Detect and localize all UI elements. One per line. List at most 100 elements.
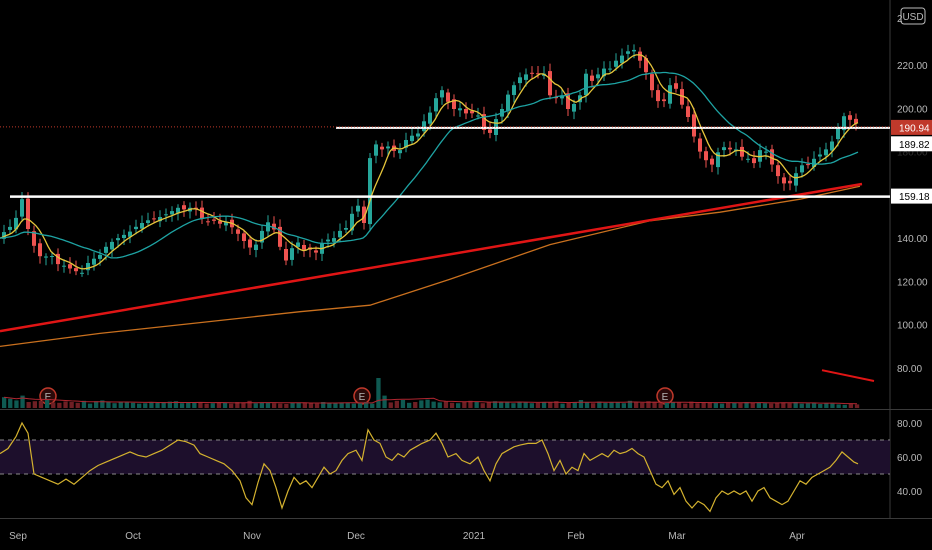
candle-body [644,58,648,73]
volume-bar [357,403,363,408]
earnings-marker[interactable]: E [656,387,674,405]
volume-bar [738,403,743,408]
price-tag-159.18[interactable]: 159.18 [891,188,932,204]
price-tag-190.94[interactable]: 190.94 [891,119,932,135]
volume-bar [695,403,700,408]
price-tag-text: 189.82 [899,140,930,151]
candle-body [104,246,108,253]
volume-bar [707,402,712,408]
candle-body [404,140,408,148]
candle-body [368,158,372,225]
volume-bar [63,401,68,408]
candle-body [686,106,690,117]
volume-bar [670,402,676,408]
candle-body [470,111,474,114]
earnings-marker[interactable]: E [353,387,371,405]
candle-body [716,152,720,168]
candle-body [848,115,852,120]
volume-bar [541,402,547,408]
candle-body [386,146,390,149]
volume-bar [321,402,326,408]
volume-bar [719,403,725,408]
volume-bar [437,402,442,408]
volume-bar [314,403,320,408]
candle-body [782,177,786,184]
volume-bar [339,402,344,408]
currency-button[interactable]: USD [900,7,926,25]
candle-body [338,230,342,238]
volume-bar [499,402,504,408]
volume-bar [535,402,541,408]
candle-body [332,238,336,242]
price-axis[interactable]: 220.00 200.00 140.00 120.00 100.00 80.00 2 180.… [891,14,932,498]
candle-body [440,90,444,98]
candle-body [488,129,492,133]
ma-orange-line [0,185,861,348]
candle-body [524,74,528,80]
candle-body [416,133,420,137]
volume-bar [87,403,93,408]
volume-bar [327,402,332,408]
volume-bar [805,403,811,408]
volume-bar [572,402,577,408]
candle-body [356,205,360,212]
candle-body [158,217,162,222]
price-tag-189.82[interactable]: 189.82 [891,136,932,152]
candle-body [80,272,84,274]
rsi-tick-label: 80.00 [897,419,922,430]
volume-bar [664,402,669,408]
volume-bar [775,402,780,408]
volume-bar [241,402,246,408]
volume-bar [137,403,142,408]
volume-bar [578,400,584,408]
candle-body [512,85,516,95]
candle-body [734,149,738,151]
rsi-pane[interactable] [0,421,890,513]
time-label-Dec: Dec [347,531,365,542]
candle-body [572,104,576,112]
candle-body [620,55,624,64]
candle-body [428,112,432,124]
volume-bar [713,402,718,408]
candle-body [728,147,732,150]
volume-bar [130,402,136,408]
volume-bar [155,402,160,408]
volume-bar [370,403,375,408]
candle-body [152,218,156,220]
candle-body [668,85,672,104]
volume-bar [854,404,860,408]
volume-bar [652,402,657,408]
volume-bar [149,402,154,408]
volume-bar [750,402,755,408]
rsi-tick-label: 60.00 [897,453,922,464]
candle-body [362,206,366,223]
support-trendline[interactable] [0,182,863,333]
candle-body [680,89,684,105]
volume-bar [284,404,289,408]
candle-body [206,221,210,223]
currency-label: USD [902,12,923,23]
candle-body [296,242,300,247]
volume-bar [726,402,731,408]
candle-body [800,165,804,173]
volume-bar [376,378,381,408]
candle-body [134,226,138,230]
candle-body [224,222,228,226]
volume-bar [413,402,418,408]
candle-body [170,211,174,215]
earnings-label: E [662,392,669,403]
candle-body [530,72,534,74]
time-axis[interactable]: Sep Oct Nov Dec 2021 Feb Mar Apr [9,531,805,542]
volume-trendline[interactable] [821,369,875,382]
volume-bar [186,402,191,408]
candle-body [266,222,270,232]
volume-bar [560,403,565,408]
candle-body [242,233,246,241]
volume-bar [333,403,338,408]
earnings-label: E [359,392,366,403]
candle-body [236,229,240,234]
candle-body [218,221,222,224]
volume-bar [591,403,596,408]
